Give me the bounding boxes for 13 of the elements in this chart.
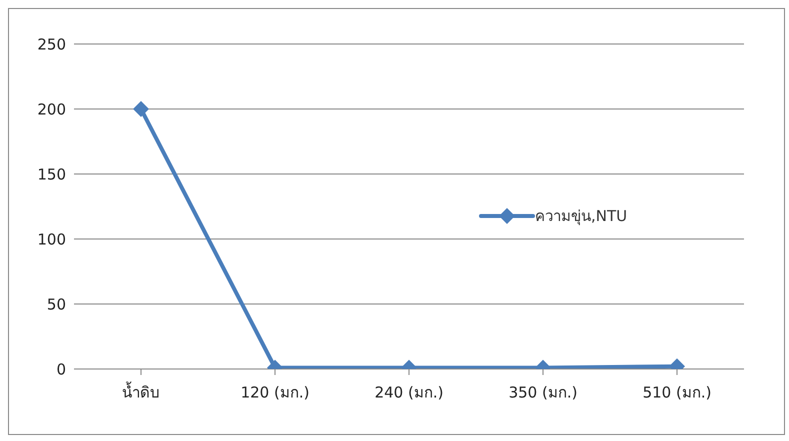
point [133,101,149,117]
y-tick-label: 100 [37,230,66,248]
x-tick-label: 510 (มก.) [642,384,712,402]
x-tick-label: น้ำดิบ [122,382,160,402]
x-tick-label: 240 (มก.) [374,384,444,402]
y-tick-label: 250 [37,35,66,54]
legend-label: ความขุ่น,NTU [535,206,628,228]
x-tick-label: 350 (มก.) [508,384,578,402]
y-tick-label: 150 [37,165,66,184]
y-tick-label: 50 [46,295,66,314]
y-tick-label: 0 [56,360,66,378]
y-tick-label: 200 [37,100,66,118]
x-tick-label: 120 (มก.) [240,384,310,402]
